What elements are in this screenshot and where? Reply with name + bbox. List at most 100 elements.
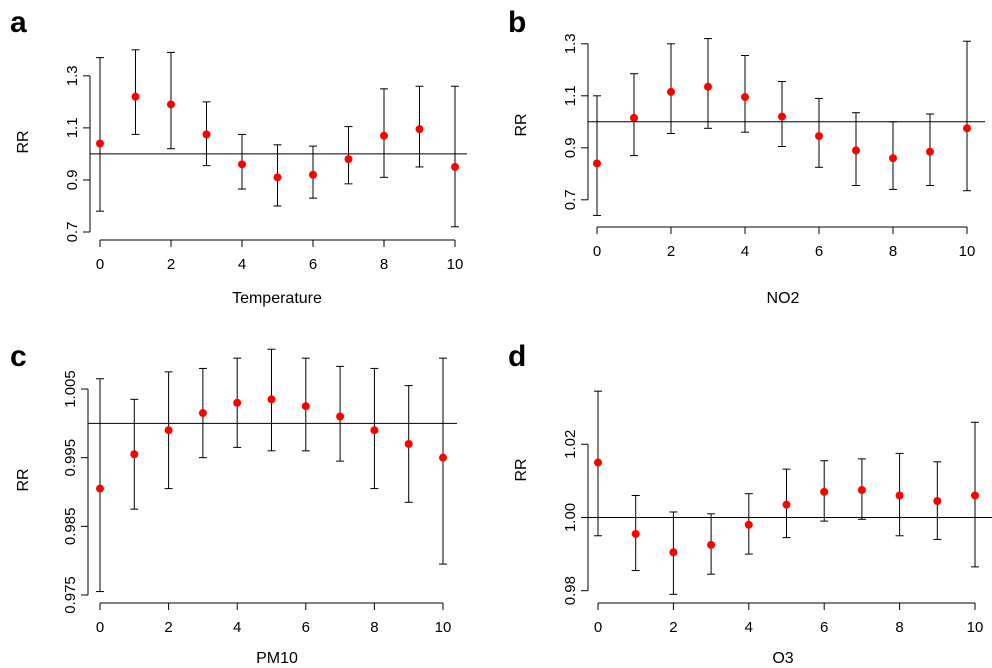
data-point bbox=[744, 520, 753, 529]
data-point bbox=[439, 453, 447, 462]
data-point bbox=[852, 146, 860, 155]
y-tick-label: 1.02 bbox=[562, 430, 579, 459]
x-tick-label: 8 bbox=[370, 619, 378, 636]
x-tick-label: 0 bbox=[96, 256, 104, 273]
data-point bbox=[233, 398, 242, 407]
x-tick-label: 10 bbox=[959, 243, 976, 260]
data-point bbox=[889, 154, 897, 163]
x-tick-label: 6 bbox=[309, 256, 317, 273]
data-point bbox=[238, 160, 246, 169]
panel-d: d 0.98 1.00 1.02 0 2 4 6 8 10 O3 RR bbox=[508, 340, 992, 667]
data-point bbox=[336, 412, 345, 421]
y-axis-title: RR bbox=[15, 468, 32, 491]
plot-area: 0.7 0.9 1.1 1.3 0 2 4 6 8 10 bbox=[562, 33, 985, 260]
data-point bbox=[857, 486, 866, 495]
x-tick-label: 2 bbox=[667, 243, 675, 260]
y-tick-label: 1.005 bbox=[62, 370, 79, 408]
y-tick-label: 1.3 bbox=[64, 65, 81, 86]
x-tick-label: 0 bbox=[593, 243, 601, 260]
panel-b: b 0.7 0.9 1.1 1.3 0 2 4 6 8 10 NO2 RR bbox=[508, 6, 985, 307]
y-axis-title: RR bbox=[513, 458, 530, 481]
data-point bbox=[778, 112, 786, 121]
y-tick-label: 0.9 bbox=[562, 137, 579, 158]
y-axis-title: RR bbox=[513, 113, 530, 136]
x-tick-label: 10 bbox=[447, 256, 464, 273]
data-point bbox=[131, 92, 140, 101]
data-point bbox=[926, 147, 934, 156]
y-tick-label: 0.98 bbox=[562, 576, 579, 605]
x-tick-label: 6 bbox=[820, 619, 828, 636]
data-point bbox=[96, 484, 104, 493]
x-tick-label: 2 bbox=[167, 256, 175, 273]
data-point bbox=[971, 491, 979, 500]
x-tick-label: 4 bbox=[238, 256, 246, 273]
data-point bbox=[933, 496, 942, 505]
data-point bbox=[202, 130, 211, 139]
plot-area: 0.975 0.985 0.995 1.005 0 2 4 6 8 10 bbox=[62, 348, 457, 636]
data-point bbox=[96, 139, 104, 148]
data-point bbox=[267, 395, 276, 404]
panel-label: c bbox=[10, 340, 27, 373]
data-point bbox=[667, 87, 675, 96]
y-tick-label: 0.975 bbox=[62, 576, 79, 614]
data-point bbox=[895, 491, 904, 500]
data-point bbox=[198, 409, 207, 418]
y-tick-label: 1.00 bbox=[562, 503, 579, 532]
data-point bbox=[704, 82, 712, 91]
data-point bbox=[594, 458, 602, 467]
y-tick-label: 0.995 bbox=[62, 439, 79, 477]
plot-area: 0.98 1.00 1.02 0 2 4 6 8 10 bbox=[562, 390, 992, 636]
data-point bbox=[963, 124, 971, 133]
x-tick-label: 8 bbox=[380, 256, 388, 273]
data-point bbox=[815, 132, 823, 141]
panel-c: c 0.975 0.985 0.995 1.005 0 2 4 6 8 10 PM10 RR bbox=[10, 340, 457, 667]
x-tick-label: 10 bbox=[967, 619, 984, 636]
x-axis-title: PM10 bbox=[256, 650, 298, 667]
y-tick-label: 1.3 bbox=[562, 33, 579, 54]
data-point bbox=[631, 529, 640, 538]
x-tick-label: 0 bbox=[594, 619, 602, 636]
plot-area: 0.7 0.9 1.1 1.3 0 2 4 6 8 10 bbox=[64, 49, 467, 273]
data-point bbox=[273, 173, 282, 182]
y-tick-label: 1.1 bbox=[64, 117, 81, 138]
x-tick-label: 8 bbox=[889, 243, 897, 260]
x-axis-title: O3 bbox=[772, 650, 793, 667]
data-point bbox=[380, 131, 388, 140]
panel-label: d bbox=[508, 340, 526, 373]
data-point bbox=[820, 487, 829, 496]
data-point bbox=[344, 155, 353, 164]
data-point bbox=[370, 426, 379, 435]
data-point bbox=[164, 426, 173, 435]
x-tick-label: 10 bbox=[435, 619, 452, 636]
data-point bbox=[404, 439, 413, 448]
y-axis-title: RR bbox=[15, 130, 32, 153]
x-tick-label: 4 bbox=[741, 243, 749, 260]
panel-label: b bbox=[508, 6, 526, 39]
data-point bbox=[630, 113, 638, 122]
x-tick-label: 6 bbox=[815, 243, 823, 260]
data-point bbox=[167, 100, 175, 109]
x-tick-label: 2 bbox=[669, 619, 677, 636]
x-tick-label: 0 bbox=[96, 619, 104, 636]
data-point bbox=[593, 159, 601, 168]
data-point bbox=[782, 500, 791, 509]
panel-label: a bbox=[10, 6, 27, 39]
y-tick-label: 0.7 bbox=[562, 189, 579, 210]
x-tick-label: 8 bbox=[895, 619, 903, 636]
y-tick-label: 0.9 bbox=[64, 170, 81, 191]
panel-a: a 0.7 0.9 1.1 1.3 0 2 4 6 8 10 Temperature RR bbox=[10, 6, 467, 307]
x-tick-label: 2 bbox=[164, 619, 172, 636]
y-tick-label: 0.985 bbox=[62, 508, 79, 546]
data-point bbox=[415, 125, 424, 134]
x-tick-label: 6 bbox=[302, 619, 310, 636]
data-point bbox=[741, 93, 749, 102]
y-tick-label: 1.1 bbox=[562, 85, 579, 106]
data-point bbox=[309, 170, 317, 179]
x-tick-label: 4 bbox=[745, 619, 753, 636]
data-point bbox=[669, 548, 678, 557]
data-point bbox=[707, 540, 716, 549]
y-tick-label: 0.7 bbox=[64, 222, 81, 243]
x-axis-title: Temperature bbox=[232, 290, 322, 307]
